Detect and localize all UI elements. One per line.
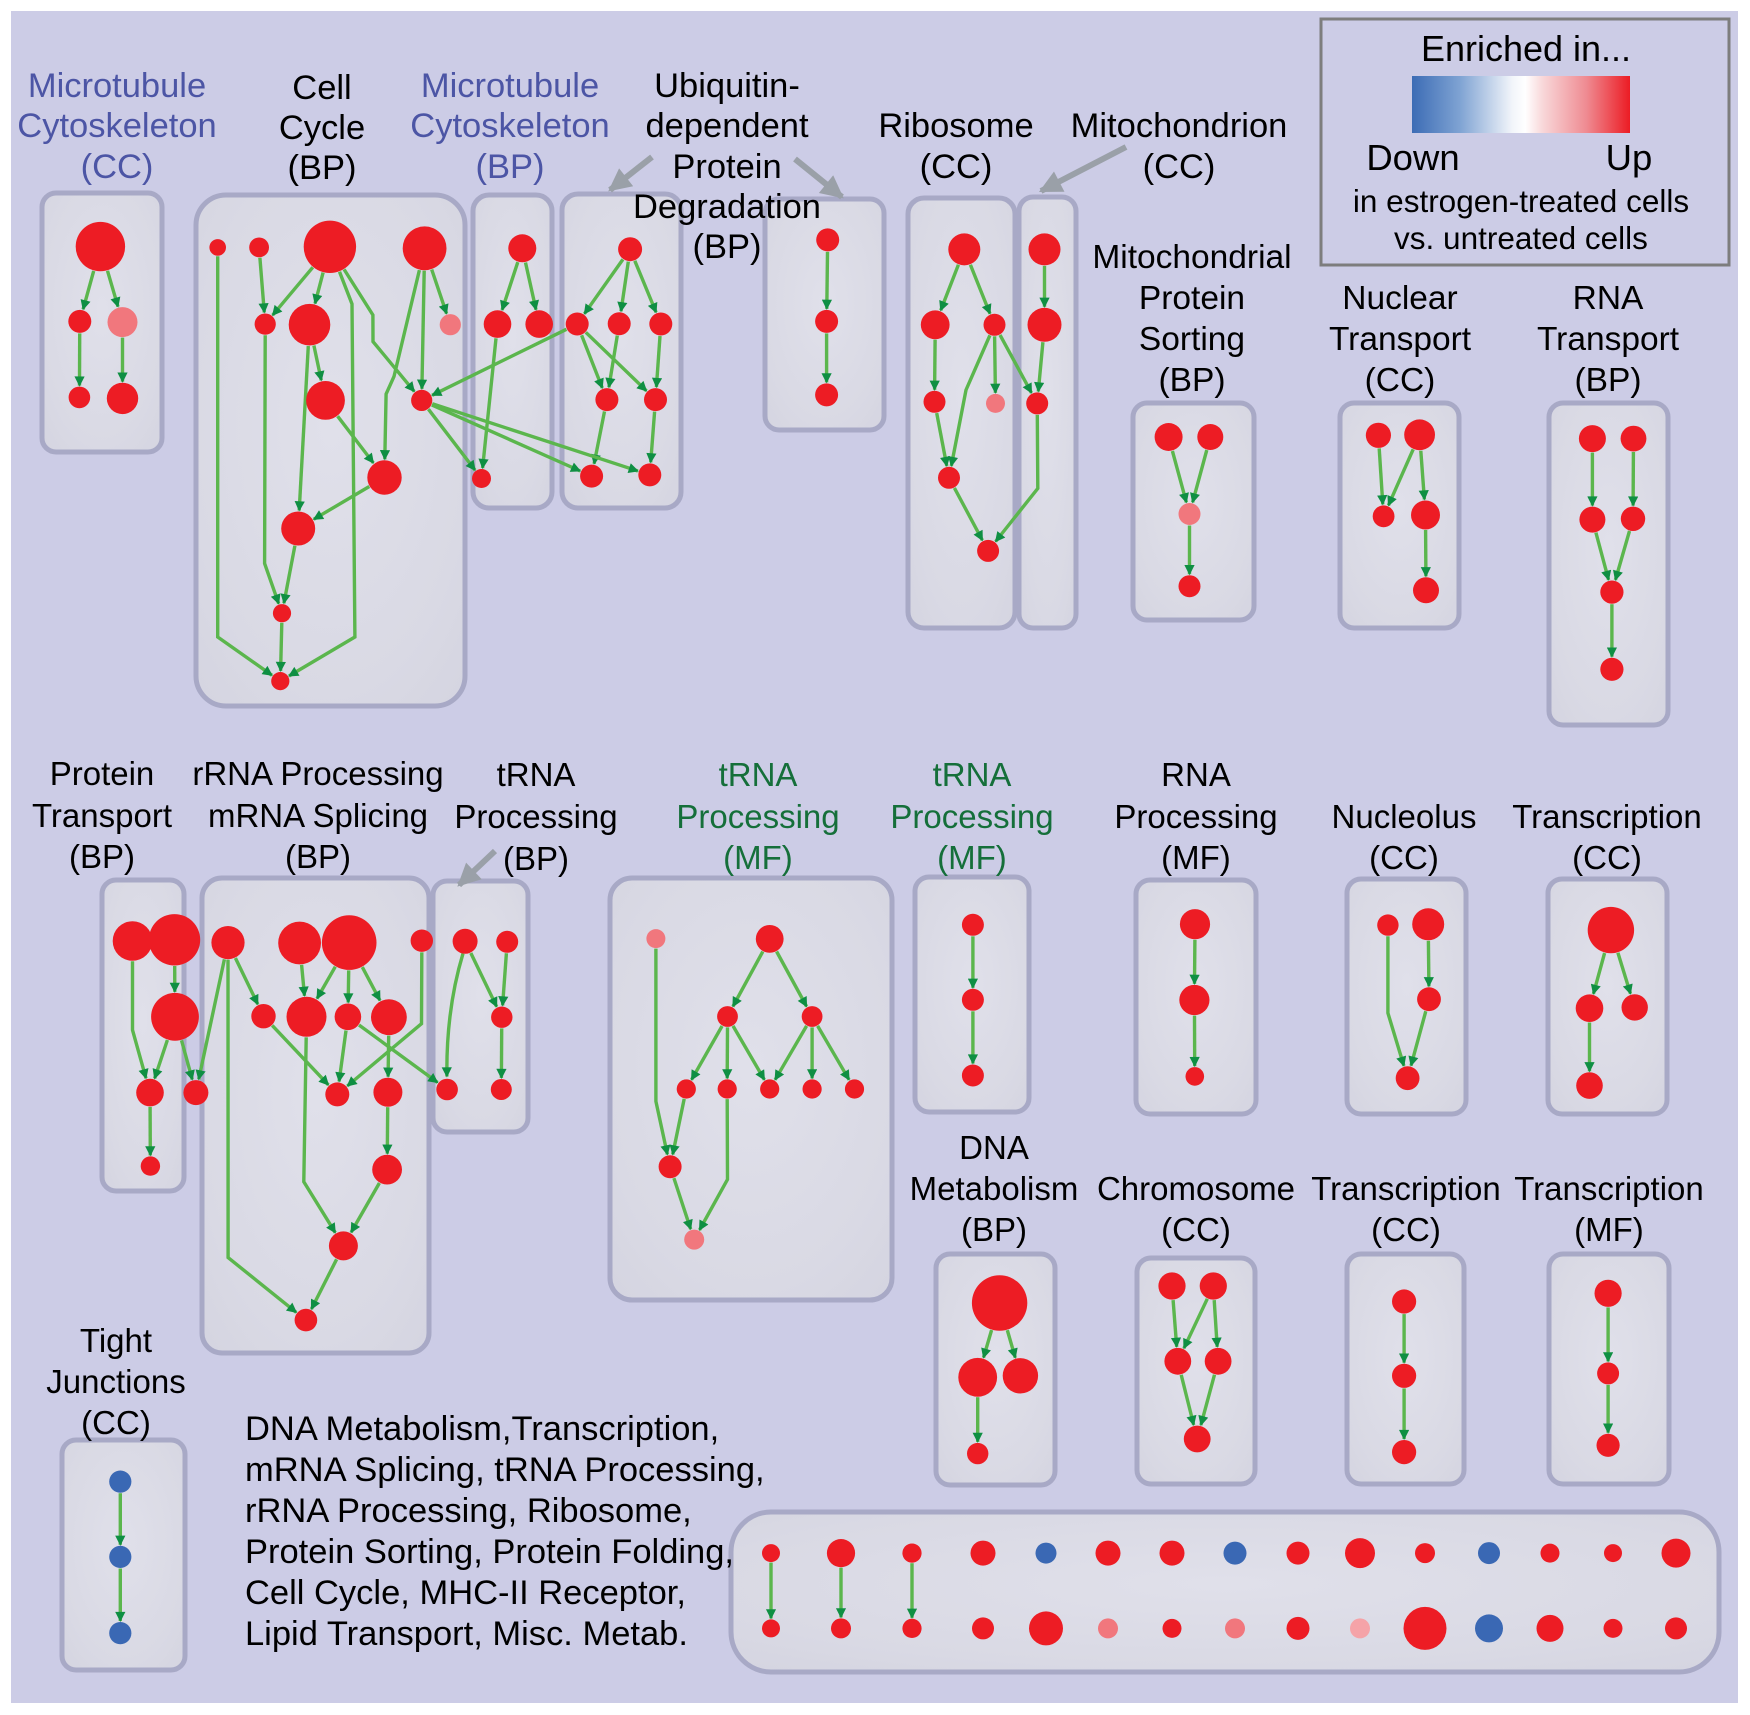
svg-text:(BP): (BP) — [69, 838, 135, 875]
svg-text:Microtubule: Microtubule — [421, 67, 599, 105]
svg-text:(MF): (MF) — [1161, 839, 1231, 876]
svg-text:Processing: Processing — [1114, 798, 1277, 835]
svg-text:(CC): (CC) — [920, 148, 993, 186]
svg-text:in estrogen-treated cells: in estrogen-treated cells — [1353, 183, 1689, 219]
svg-text:DNA Metabolism,Transcription,: DNA Metabolism,Transcription, — [245, 1410, 719, 1448]
svg-text:mRNA Splicing: mRNA Splicing — [208, 797, 428, 834]
svg-text:RNA: RNA — [1161, 756, 1231, 793]
svg-text:(CC): (CC) — [1365, 362, 1436, 399]
svg-text:(BP): (BP) — [1575, 362, 1642, 399]
svg-text:(CC): (CC) — [1572, 839, 1642, 876]
svg-text:Processing: Processing — [890, 798, 1053, 835]
svg-text:Junctions: Junctions — [46, 1363, 185, 1400]
svg-text:dependent: dependent — [645, 107, 808, 145]
svg-text:Sorting: Sorting — [1139, 321, 1245, 358]
svg-text:(CC): (CC) — [1161, 1211, 1231, 1248]
svg-text:(CC): (CC) — [1143, 148, 1216, 186]
svg-text:(BP): (BP) — [961, 1211, 1027, 1248]
svg-text:Degradation: Degradation — [633, 188, 821, 226]
svg-text:(MF): (MF) — [937, 839, 1007, 876]
svg-text:Metabolism: Metabolism — [910, 1170, 1079, 1207]
svg-text:(BP): (BP) — [476, 148, 545, 186]
svg-text:Microtubule: Microtubule — [28, 67, 206, 105]
svg-text:(BP): (BP) — [1159, 362, 1226, 399]
svg-text:Mitochondrion: Mitochondrion — [1071, 107, 1288, 145]
svg-text:Ubiquitin-: Ubiquitin- — [654, 67, 800, 105]
svg-text:(CC): (CC) — [1371, 1211, 1441, 1248]
svg-text:Nuclear: Nuclear — [1342, 280, 1457, 317]
svg-text:Cell Cycle, MHC-II Receptor,: Cell Cycle, MHC-II Receptor, — [245, 1574, 686, 1612]
svg-text:tRNA: tRNA — [497, 756, 576, 793]
svg-text:Tight: Tight — [80, 1322, 152, 1359]
svg-text:(BP): (BP) — [503, 840, 569, 877]
svg-text:Transcription: Transcription — [1311, 1170, 1501, 1207]
svg-text:RNA: RNA — [1573, 280, 1644, 317]
svg-text:(BP): (BP) — [285, 838, 351, 875]
svg-text:Processing: Processing — [676, 798, 839, 835]
svg-text:Transcription: Transcription — [1512, 798, 1702, 835]
svg-text:Transport: Transport — [32, 797, 172, 834]
svg-text:mRNA Splicing, tRNA Processing: mRNA Splicing, tRNA Processing, — [245, 1451, 765, 1489]
svg-text:(CC): (CC) — [81, 1404, 151, 1441]
svg-text:Mitochondrial: Mitochondrial — [1092, 239, 1291, 276]
svg-text:Nucleolus: Nucleolus — [1332, 798, 1477, 835]
svg-text:Transcription: Transcription — [1514, 1170, 1704, 1207]
svg-text:(MF): (MF) — [1574, 1211, 1644, 1248]
svg-text:Protein: Protein — [1139, 280, 1245, 317]
svg-text:(CC): (CC) — [1369, 839, 1439, 876]
svg-text:Protein: Protein — [672, 148, 781, 186]
svg-text:Protein: Protein — [50, 755, 155, 792]
svg-text:Chromosome: Chromosome — [1097, 1170, 1295, 1207]
svg-text:Protein Sorting, Protein Foldi: Protein Sorting, Protein Folding, — [245, 1533, 734, 1571]
svg-text:(MF): (MF) — [723, 839, 793, 876]
svg-text:tRNA: tRNA — [719, 756, 798, 793]
svg-text:Transport: Transport — [1537, 321, 1680, 358]
svg-text:Cell: Cell — [292, 69, 351, 107]
svg-text:rRNA Processing, Ribosome,: rRNA Processing, Ribosome, — [245, 1492, 692, 1530]
svg-text:(BP): (BP) — [693, 228, 762, 266]
svg-text:Up: Up — [1606, 137, 1653, 178]
svg-text:(BP): (BP) — [288, 149, 357, 187]
svg-text:tRNA: tRNA — [933, 756, 1012, 793]
svg-text:Processing: Processing — [454, 798, 617, 835]
svg-text:Enriched in...: Enriched in... — [1421, 28, 1631, 69]
svg-text:vs. untreated cells: vs. untreated cells — [1394, 220, 1648, 256]
svg-text:Cytoskeleton: Cytoskeleton — [17, 107, 216, 145]
svg-text:Cytoskeleton: Cytoskeleton — [410, 107, 609, 145]
svg-text:Cycle: Cycle — [279, 109, 365, 147]
svg-text:(CC): (CC) — [81, 148, 154, 186]
svg-text:rRNA Processing: rRNA Processing — [192, 755, 443, 792]
svg-text:Lipid Transport, Misc. Metab.: Lipid Transport, Misc. Metab. — [245, 1615, 688, 1653]
svg-text:Down: Down — [1366, 137, 1459, 178]
svg-text:Transport: Transport — [1329, 321, 1472, 358]
svg-text:DNA: DNA — [959, 1129, 1029, 1166]
svg-text:Ribosome: Ribosome — [878, 107, 1033, 145]
